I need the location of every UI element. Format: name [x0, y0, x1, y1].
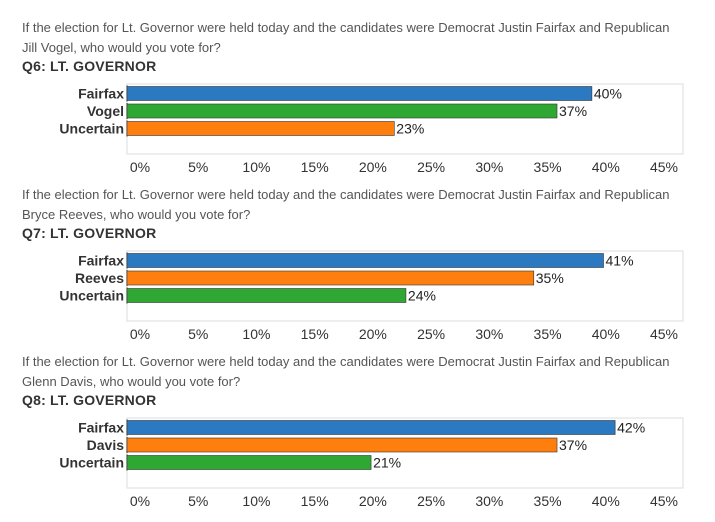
x-tick-label: 0% [130, 326, 150, 342]
x-tick-label: 10% [242, 326, 270, 342]
bar-reeves [126, 270, 535, 286]
x-tick-label: 40% [592, 159, 620, 175]
x-tick-label: 40% [592, 326, 620, 342]
x-tick-label: 5% [188, 159, 208, 175]
x-tick-label: 45% [650, 493, 678, 509]
value-label: 41% [606, 253, 634, 269]
question-text: If the election for Lt. Governor were he… [22, 187, 670, 222]
x-tick-label: 0% [130, 493, 150, 509]
value-label: 24% [408, 288, 436, 304]
category-label: Reeves [75, 270, 124, 286]
x-tick-label: 35% [534, 326, 562, 342]
value-label: 23% [396, 121, 424, 137]
question-text: If the election for Lt. Governor were he… [22, 354, 670, 389]
x-tick-label: 15% [301, 493, 329, 509]
x-tick-label: 5% [188, 326, 208, 342]
category-label: Fairfax [78, 86, 124, 102]
x-tick-label: 30% [475, 493, 503, 509]
x-tick-label: 5% [188, 493, 208, 509]
category-label: Uncertain [59, 288, 124, 304]
question-text: If the election for Lt. Governor were he… [22, 20, 670, 55]
x-tick-label: 45% [650, 159, 678, 175]
x-tick-label: 0% [130, 159, 150, 175]
category-label: Uncertain [59, 455, 124, 471]
bar-davis [126, 437, 558, 453]
question-block-q6: If the election for Lt. Governor were he… [0, 18, 715, 188]
x-tick-label: 25% [417, 493, 445, 509]
question-block-q8: If the election for Lt. Governor were he… [0, 352, 715, 522]
x-tick-label: 20% [359, 326, 387, 342]
value-label: 42% [617, 420, 645, 436]
bar-fairfax [126, 86, 593, 101]
category-label: Fairfax [78, 253, 124, 269]
x-tick-label: 30% [475, 159, 503, 175]
x-tick-label: 35% [534, 493, 562, 509]
bar-chart-q8: Fairfax 42% Davis 37% Uncertain 21% 0% 5% 10% 15%… [59, 417, 684, 509]
x-tick-label: 40% [592, 493, 620, 509]
value-label: 35% [536, 270, 564, 286]
bar-vogel [126, 103, 558, 119]
question-block-q7: If the election for Lt. Governor were he… [0, 185, 715, 355]
category-label: Fairfax [78, 420, 124, 436]
value-label: 37% [559, 437, 587, 453]
x-tick-label: 15% [301, 159, 329, 175]
bar-uncertain [126, 288, 407, 303]
x-tick-label: 15% [301, 326, 329, 342]
bar-fairfax [126, 253, 604, 268]
category-label: Vogel [87, 103, 124, 119]
bar-chart-q7: Fairfax 41% Reeves 35% Uncertain 24% 0% 5% 10% 15… [59, 250, 684, 342]
x-tick-label: 10% [242, 159, 270, 175]
x-tick-label: 35% [534, 159, 562, 175]
bar-fairfax [126, 420, 616, 435]
chart-title: Q7: LT. GOVERNOR [22, 225, 157, 241]
x-tick-label: 45% [650, 326, 678, 342]
value-label: 37% [559, 103, 587, 119]
x-tick-label: 20% [359, 159, 387, 175]
bar-chart-q6: Fairfax 40% Vogel 37% Uncertain 23% 0% 5% 10% 15%… [59, 83, 684, 175]
category-label: Uncertain [59, 121, 124, 137]
value-label: 21% [373, 455, 401, 471]
category-label: Davis [87, 437, 125, 453]
bar-uncertain [126, 455, 372, 470]
x-tick-label: 30% [475, 326, 503, 342]
x-tick-label: 25% [417, 326, 445, 342]
bar-uncertain [126, 121, 395, 136]
x-tick-label: 25% [417, 159, 445, 175]
chart-title: Q6: LT. GOVERNOR [22, 58, 157, 74]
x-tick-label: 10% [242, 493, 270, 509]
chart-title: Q8: LT. GOVERNOR [22, 392, 157, 408]
x-tick-label: 20% [359, 493, 387, 509]
value-label: 40% [594, 86, 622, 102]
